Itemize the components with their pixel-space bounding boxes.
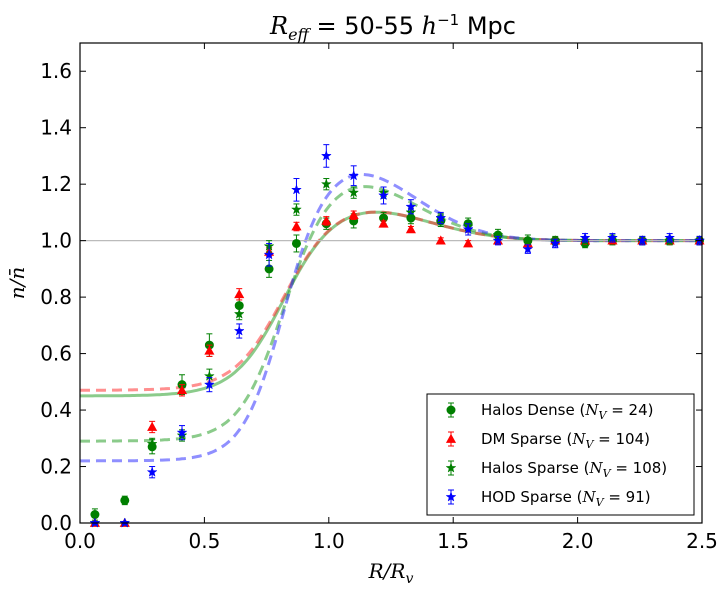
legend-marker [445,462,457,473]
x-tick-label: 1.5 [437,529,469,553]
data-point [146,438,158,449]
data-point [348,210,359,220]
data-point [405,201,417,212]
data-point [233,325,245,336]
data-point [405,224,416,234]
legend-entry-halos-dense: Halos Dense (NV = 24) [446,401,653,422]
data-point [320,150,332,161]
data-point [176,385,188,395]
x-axis-label: R/Rv [368,559,414,587]
data-point [435,212,447,223]
series-hod-sparse [89,144,706,528]
data-point [176,426,188,438]
data-point [348,186,360,198]
legend: Halos Dense (NV = 24) DM Sparse (NV = 104… [426,393,695,516]
data-point [348,169,360,181]
legend-label: DM Sparse (NV = 104) [481,430,650,451]
legend-entry-hod-sparse: HOD Sparse (NV = 91) [445,488,651,509]
x-tick-label: 2.5 [686,529,718,553]
data-point [522,234,534,246]
legend-label: Halos Dense (NV = 24) [481,401,653,422]
y-tick-label: 0.6 [40,342,72,366]
data-point [146,466,158,477]
y-tick-label: 0.8 [40,285,72,309]
title-subscript: eff [288,25,311,44]
data-point [378,189,390,201]
title-exponent: −1 [437,11,459,29]
data-point [636,234,648,246]
plot-frame [79,42,703,524]
data-point [203,378,215,390]
legend-marker [446,405,456,415]
legend-box [426,393,695,516]
data-point [290,203,302,215]
data-point [263,249,275,260]
title-r: R [269,12,288,40]
data-point [606,232,618,243]
data-point [291,238,301,248]
data-point [522,243,534,254]
data-point [579,232,591,243]
x-tick-label: 2.0 [562,529,594,553]
data-point [549,237,561,249]
x-tick-label: 1.0 [313,529,345,553]
data-point [204,345,215,355]
data-point [321,215,332,225]
legend-label: Halos Sparse (NV = 108) [481,459,667,480]
x-axis-label-sub: v [405,571,413,587]
title-range: = 50-55 [309,12,422,40]
y-axis-label: n/n̄ [5,267,29,300]
x-axis-label-text: R/R [368,559,406,583]
data-point [147,421,158,431]
data-point [120,495,130,505]
data-point [463,238,474,248]
legend-marker [445,433,457,443]
data-point [233,308,245,319]
data-point [462,223,474,235]
legend-marker [445,491,457,502]
data-point [492,234,504,246]
data-point [290,184,302,195]
legend-entry-halos-sparse: Halos Sparse (NV = 108) [445,459,667,480]
x-tick-label: 0.5 [188,529,220,553]
data-point [664,232,676,243]
data-point [320,178,332,189]
legend-entry-dm-sparse: DM Sparse (NV = 104) [445,430,650,451]
x-tick-label: 0.0 [64,529,96,553]
data-point [234,289,245,299]
data-point [291,221,302,231]
y-tick-label: 1.2 [40,172,72,196]
title-h: h [422,12,437,40]
y-tick-label: 0.4 [40,398,72,422]
title-unit: Mpc [459,12,516,40]
y-tick-label: 1.4 [40,116,72,140]
y-tick-label: 0.2 [40,455,72,479]
chart-title: Reff = 50-55 h−1 Mpc [269,11,516,44]
y-tick-label: 1.6 [40,59,72,83]
y-tick-label: 1.0 [40,229,72,253]
data-point [378,218,389,228]
data-point [435,235,446,245]
y-tick-label: 0.0 [40,511,72,535]
legend-label: HOD Sparse (NV = 91) [481,488,651,509]
data-points [89,144,706,528]
